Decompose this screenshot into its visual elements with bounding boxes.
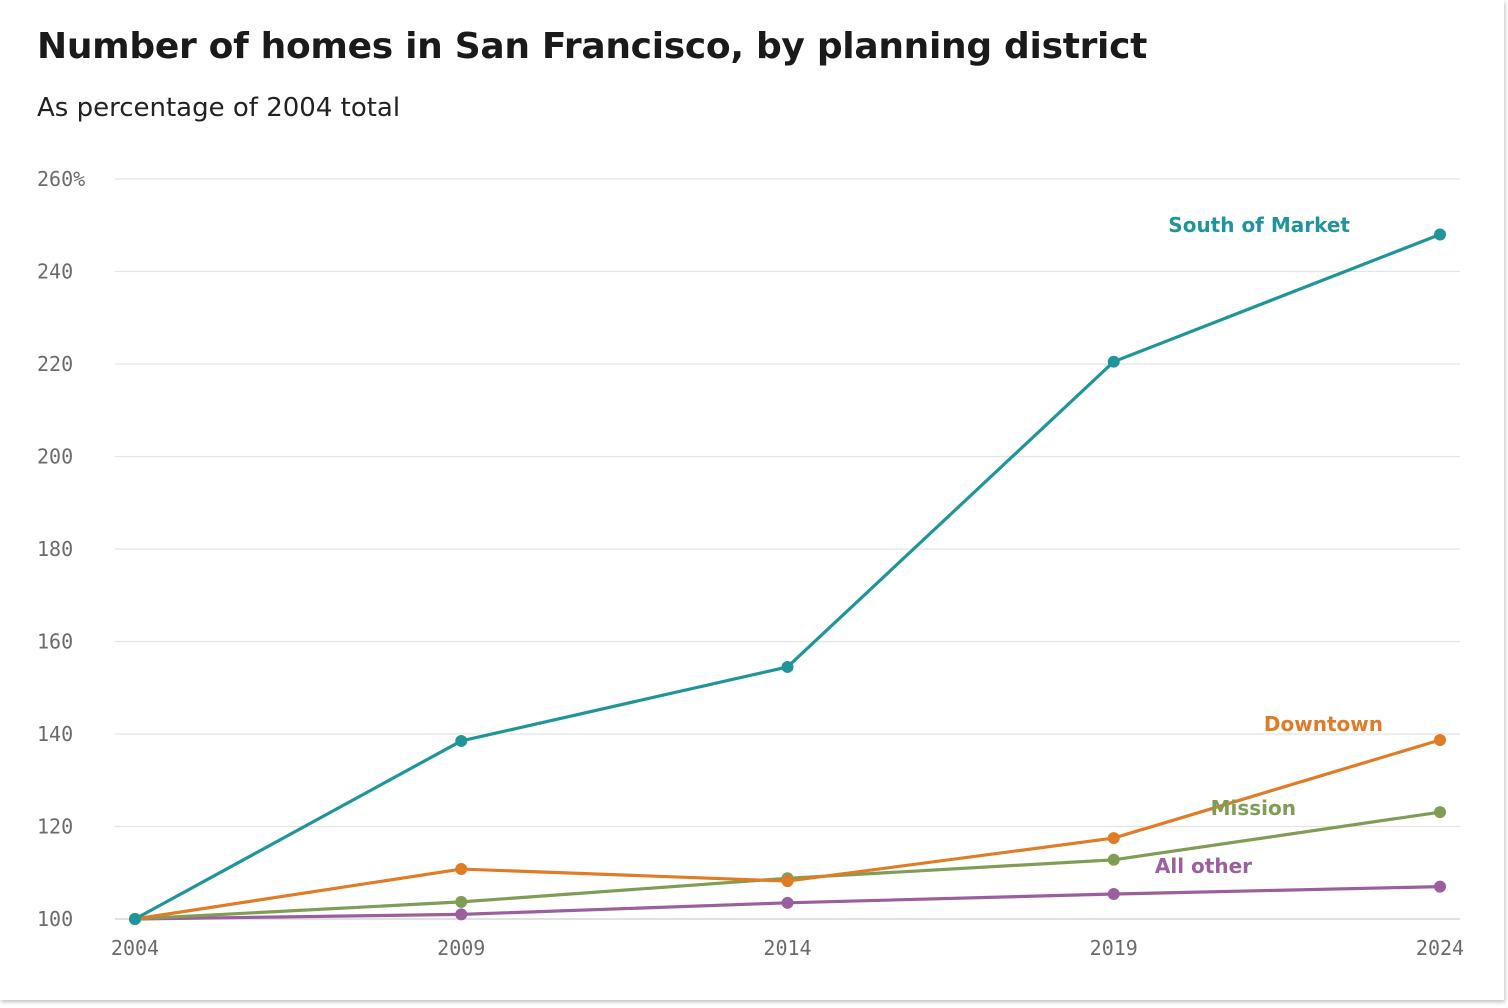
y-tick-label-140: 140: [37, 722, 73, 746]
x-tick-label-2024: 2024: [1416, 936, 1464, 960]
point-all-other-2014: [781, 896, 794, 909]
y-tick-label-260: 260%: [37, 167, 85, 191]
point-all-other-2019: [1107, 888, 1120, 901]
y-tick-label-200: 200: [37, 445, 73, 469]
point-all-other-2009: [455, 908, 468, 921]
chart-subtitle: As percentage of 2004 total: [37, 93, 401, 123]
point-mission-2009: [455, 895, 468, 908]
series-label-all-other: All other: [1155, 854, 1252, 878]
y-tick-label-180: 180: [37, 537, 73, 561]
chart-title: Number of homes in San Francisco, by pla…: [37, 26, 1148, 67]
series-label-mission: Mission: [1211, 796, 1296, 820]
series-label-downtown: Downtown: [1264, 712, 1383, 736]
point-mission-2019: [1107, 853, 1120, 866]
point-south-of-market-2024: [1434, 228, 1446, 241]
series-label-south-of-market: South of Market: [1168, 213, 1350, 237]
point-all-other-2024: [1434, 880, 1446, 893]
point-mission-2024: [1434, 806, 1446, 819]
y-tick-label-120: 120: [37, 815, 73, 839]
point-south-of-market-2019: [1107, 355, 1120, 368]
point-downtown-2009: [455, 863, 468, 876]
point-downtown-2024: [1434, 734, 1446, 747]
y-tick-label-220: 220: [37, 352, 73, 376]
y-tick-label-240: 240: [37, 260, 73, 284]
y-tick-label-100: 100: [37, 907, 73, 931]
x-tick-label-2019: 2019: [1090, 936, 1138, 960]
point-downtown-2019: [1107, 832, 1120, 845]
x-tick-label-2014: 2014: [763, 936, 811, 960]
point-south-of-market-2004: [129, 913, 141, 925]
point-downtown-2014: [781, 875, 794, 888]
x-tick-label-2004: 2004: [111, 936, 159, 960]
y-tick-label-160: 160: [37, 630, 73, 654]
x-tick-label-2009: 2009: [437, 936, 485, 960]
point-south-of-market-2009: [455, 734, 468, 747]
point-south-of-market-2014: [781, 660, 794, 673]
